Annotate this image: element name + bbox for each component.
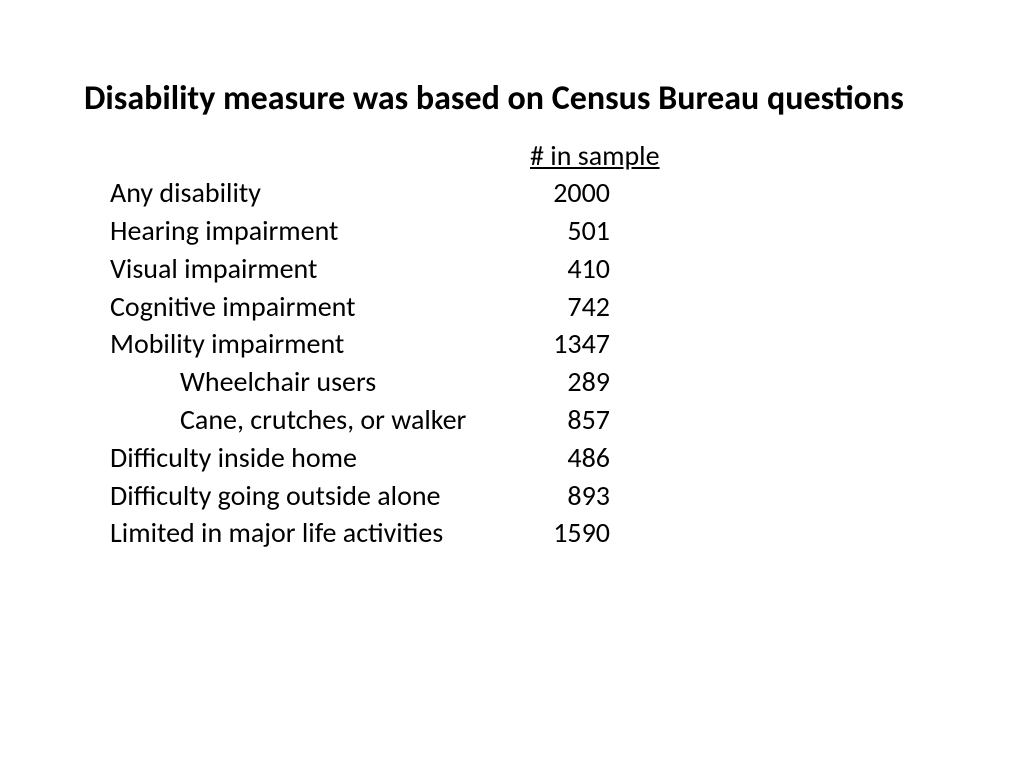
- table-row: Limited in major life activities1590: [110, 514, 940, 552]
- table-header-row: # in sample: [110, 137, 940, 175]
- row-label: Difficulty going outside alone: [110, 477, 530, 515]
- row-label: Mobility impairment: [110, 325, 530, 363]
- row-value: 501: [530, 212, 610, 250]
- row-label: Wheelchair users: [110, 363, 530, 401]
- table-row: Visual impairment410: [110, 250, 940, 288]
- header-label-spacer: [110, 137, 530, 175]
- table-row: Cane, crutches, or walker857: [110, 401, 940, 439]
- table-row: Cognitive impairment742: [110, 288, 940, 326]
- row-label: Any disability: [110, 174, 530, 212]
- row-value: 1347: [530, 325, 610, 363]
- slide-title: Disability measure was based on Census B…: [84, 78, 940, 121]
- row-value: 410: [530, 250, 610, 288]
- table-row: Difficulty going outside alone893: [110, 477, 940, 515]
- row-label: Visual impairment: [110, 250, 530, 288]
- row-label: Cognitive impairment: [110, 288, 530, 326]
- row-label: Difficulty inside home: [110, 439, 530, 477]
- row-value: 486: [530, 439, 610, 477]
- row-value: 893: [530, 477, 610, 515]
- table-row: Difficulty inside home486: [110, 439, 940, 477]
- row-value: 2000: [530, 174, 610, 212]
- row-value: 742: [530, 288, 610, 326]
- row-label: Hearing impairment: [110, 212, 530, 250]
- table-row: Hearing impairment501: [110, 212, 940, 250]
- row-value: 289: [530, 363, 610, 401]
- table-row: Wheelchair users289: [110, 363, 940, 401]
- disability-table: # in sample Any disability2000Hearing im…: [110, 137, 940, 553]
- table-row: Any disability2000: [110, 174, 940, 212]
- row-value: 857: [530, 401, 610, 439]
- table-row: Mobility impairment1347: [110, 325, 940, 363]
- row-value: 1590: [530, 514, 610, 552]
- row-label: Limited in major life activities: [110, 514, 530, 552]
- header-value: # in sample: [530, 137, 680, 175]
- row-label: Cane, crutches, or walker: [110, 401, 530, 439]
